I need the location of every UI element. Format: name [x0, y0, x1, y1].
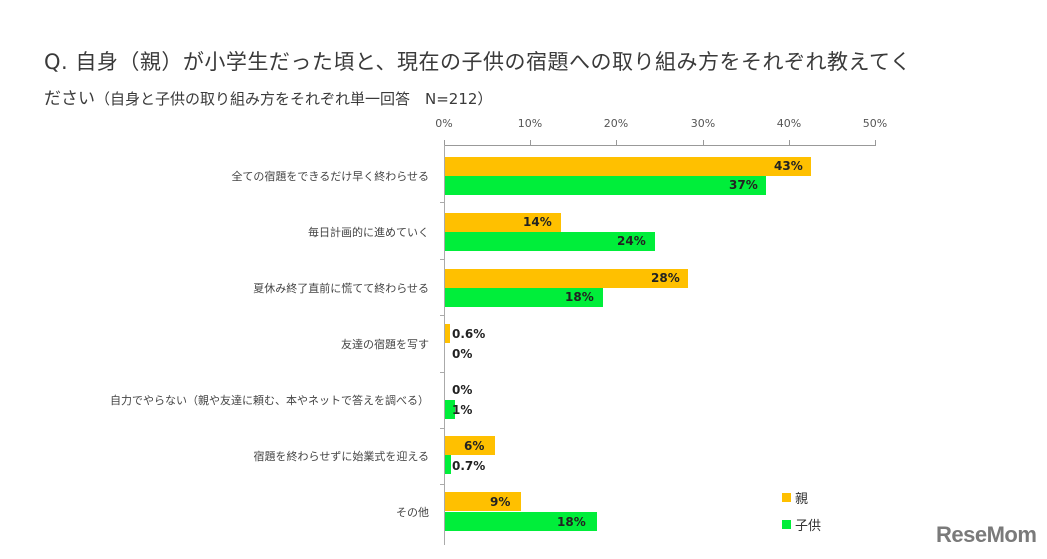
- value-label-parent: 28%: [651, 271, 680, 285]
- value-label-child: 1%: [452, 403, 473, 417]
- x-tick-label: 10%: [517, 117, 543, 130]
- y-tick-mark: [440, 428, 445, 429]
- legend-item-parent: 親: [782, 488, 808, 507]
- y-tick-mark: [440, 202, 445, 203]
- legend-item-child: 子供: [782, 515, 821, 534]
- x-tick-label: 20%: [603, 117, 629, 130]
- x-tick-mark: [444, 140, 445, 146]
- title-subnote: （自身と子供の取り組み方をそれぞれ単一回答 N=212）: [95, 90, 493, 108]
- legend-swatch-child-icon: [782, 520, 791, 529]
- legend-label-parent: 親: [795, 492, 809, 507]
- category-label: 毎日計画的に進めていく: [308, 226, 429, 239]
- legend-swatch-parent-icon: [782, 493, 791, 502]
- y-tick-mark: [440, 484, 445, 485]
- legend-label-child: 子供: [795, 519, 822, 534]
- bar-parent: [445, 213, 561, 232]
- x-tick-mark: [530, 140, 531, 146]
- value-label-parent: 9%: [490, 495, 511, 509]
- x-tick-label: 0%: [435, 117, 453, 130]
- x-axis-line: [444, 145, 875, 146]
- value-label-parent: 43%: [774, 159, 803, 173]
- resemom-logo: ReseMom: [936, 522, 1037, 547]
- y-tick-mark: [440, 259, 445, 260]
- value-label-parent: 0%: [452, 383, 473, 397]
- bar-child: [445, 455, 451, 474]
- bar-parent: [445, 324, 450, 343]
- bar-child: [445, 288, 603, 307]
- x-tick-mark: [703, 140, 704, 146]
- bar-child: [445, 176, 766, 195]
- bar-parent: [445, 157, 811, 176]
- value-label-child: 37%: [729, 178, 758, 192]
- value-label-parent: 14%: [523, 215, 552, 229]
- value-label-child: 0.7%: [452, 459, 486, 473]
- value-label-child: 24%: [617, 234, 646, 248]
- bar-child: [445, 400, 455, 419]
- x-tick-mark: [789, 140, 790, 146]
- bar-child: [445, 232, 655, 251]
- chart-title-line2: ださい（自身と子供の取り組み方をそれぞれ単一回答 N=212）: [44, 84, 492, 109]
- x-tick-label: 40%: [776, 117, 802, 130]
- y-tick-mark: [440, 315, 445, 316]
- category-label: 自力でやらない（親や友達に頼む、本やネットで答えを調べる）: [110, 394, 429, 407]
- value-label-parent: 6%: [464, 439, 485, 453]
- x-tick-mark: [616, 140, 617, 146]
- y-axis-line: [444, 145, 445, 545]
- x-tick-label: 30%: [690, 117, 716, 130]
- value-label-child: 18%: [557, 515, 586, 529]
- title-main: ださい: [44, 89, 95, 109]
- y-tick-mark: [440, 372, 445, 373]
- x-tick-mark: [875, 140, 876, 146]
- category-label: 夏休み終了直前に慌てて終わらせる: [253, 282, 429, 295]
- value-label-child: 18%: [565, 290, 594, 304]
- category-label: その他: [396, 506, 429, 519]
- category-label: 友達の宿題を写す: [341, 338, 429, 351]
- x-tick-label: 50%: [862, 117, 888, 130]
- category-label: 宿題を終わらせずに始業式を迎える: [253, 450, 429, 463]
- bar-parent: [445, 436, 495, 455]
- bar-parent: [445, 269, 688, 288]
- bar-child: [445, 512, 597, 531]
- value-label-parent: 0.6%: [452, 327, 486, 341]
- bar-parent: [445, 492, 521, 511]
- category-label: 全ての宿題をできるだけ早く終わらせる: [231, 170, 429, 183]
- value-label-child: 0%: [452, 347, 473, 361]
- chart-title-line1: Q. 自身（親）が小学生だった頃と、現在の子供の宿題への取り組み方をそれぞれ教え…: [44, 50, 912, 74]
